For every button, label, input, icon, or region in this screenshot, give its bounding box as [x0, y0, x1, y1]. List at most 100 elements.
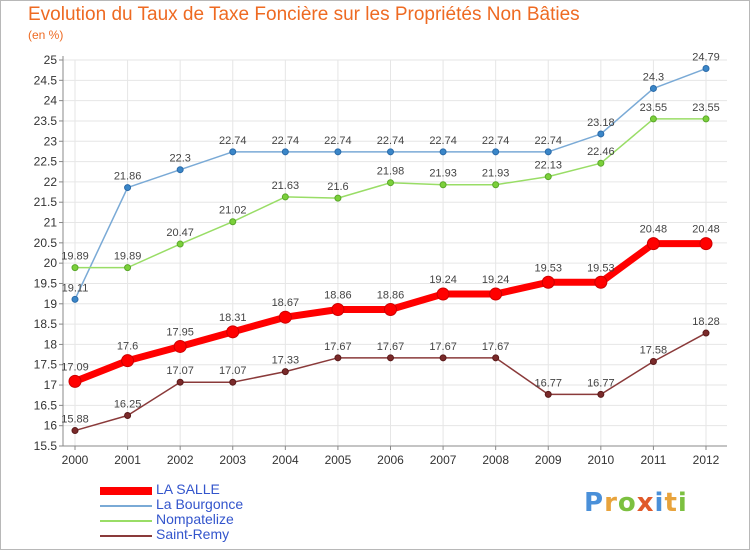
data-label-nompatelize: 21.6 — [327, 181, 348, 193]
legend-label-la-salle: LA SALLE — [156, 481, 220, 497]
proxiti-logo: Proxiti — [584, 488, 688, 518]
x-tick-label: 2007 — [430, 453, 457, 467]
logo-letter: t — [664, 488, 678, 518]
y-tick-label: 23.5 — [34, 114, 58, 128]
data-label-nompatelize: 21.63 — [272, 180, 300, 192]
y-tick-label: 18 — [44, 337, 58, 351]
y-tick-label: 22.5 — [34, 155, 58, 169]
data-label-nompatelize: 19.89 — [114, 251, 142, 263]
data-label-nompatelize: 21.93 — [429, 168, 457, 180]
unit-label: (en %) — [28, 28, 64, 42]
y-tick-label: 20.5 — [34, 236, 58, 250]
data-point-nompatelize — [439, 181, 447, 189]
legend-label-nompatelize: Nompatelize — [156, 511, 234, 527]
data-point-la-bourgonce — [649, 84, 657, 92]
data-label-nompatelize: 21.02 — [219, 205, 247, 217]
x-tick-label: 2000 — [62, 453, 89, 467]
x-tick-label: 2011 — [641, 453, 667, 467]
data-label-la-bourgonce: 22.3 — [169, 153, 190, 165]
logo-letter: i — [677, 488, 688, 518]
data-label-la-bourgonce: 22.74 — [482, 135, 510, 147]
data-label-la-bourgonce: 22.74 — [272, 135, 300, 147]
y-tick-label: 18.5 — [34, 317, 58, 331]
data-point-saint-remy — [439, 354, 447, 362]
x-tick-label: 2004 — [272, 453, 299, 467]
data-point-la-salle — [436, 287, 450, 301]
data-label-la-salle: 19.53 — [534, 262, 562, 274]
data-point-la-bourgonce — [334, 148, 342, 156]
data-label-saint-remy: 17.07 — [219, 365, 247, 377]
data-point-la-bourgonce — [229, 148, 237, 156]
data-label-saint-remy: 16.77 — [587, 377, 615, 389]
logo-letter: x — [636, 488, 655, 518]
data-point-la-bourgonce — [492, 148, 500, 156]
data-point-la-bourgonce — [544, 148, 552, 156]
data-point-la-bourgonce — [176, 166, 184, 174]
data-label-la-salle: 17.6 — [117, 341, 138, 353]
data-label-la-salle: 17.95 — [166, 326, 194, 338]
data-point-la-salle — [278, 310, 292, 324]
y-tick-label: 19.5 — [34, 276, 58, 290]
data-point-la-bourgonce — [124, 184, 132, 192]
data-point-nompatelize — [544, 173, 552, 181]
data-label-la-bourgonce: 19.11 — [62, 282, 89, 294]
data-point-la-salle — [173, 339, 187, 353]
data-labels: 17.09 17.6 17.95 18.31 18.67 18.86 18.86 19.24 1… — [61, 52, 720, 426]
data-label-la-bourgonce: 22.74 — [219, 135, 247, 147]
legend-label-saint-remy: Saint-Remy — [156, 526, 230, 542]
data-point-la-salle — [384, 302, 397, 316]
logo-letter: i — [654, 488, 665, 518]
data-label-la-bourgonce: 21.86 — [114, 171, 142, 183]
y-tick-label: 16 — [44, 419, 58, 433]
y-tick-label: 17.5 — [34, 358, 58, 372]
legend-swatch-la-salle — [100, 487, 152, 495]
data-label-saint-remy: 17.67 — [429, 341, 457, 353]
data-label-saint-remy: 17.58 — [640, 344, 668, 356]
x-tick-label: 2006 — [377, 453, 404, 467]
grid-lines — [63, 59, 727, 447]
data-label-la-bourgonce: 24.3 — [643, 71, 664, 83]
data-point-la-bourgonce — [387, 148, 394, 156]
data-label-la-salle: 19.53 — [587, 262, 615, 274]
y-tick-label: 24 — [44, 94, 58, 108]
data-point-saint-remy — [334, 354, 342, 362]
legend-swatch-la-bourgonce — [100, 505, 152, 507]
data-label-la-bourgonce: 22.74 — [324, 135, 352, 147]
data-point-saint-remy — [544, 390, 552, 398]
data-point-nompatelize — [281, 193, 289, 201]
data-point-saint-remy — [281, 368, 289, 376]
data-point-saint-remy — [124, 412, 132, 420]
data-label-la-bourgonce: 24.79 — [692, 52, 720, 64]
data-point-nompatelize — [387, 179, 394, 187]
data-point-nompatelize — [702, 115, 710, 123]
data-point-la-salle — [699, 237, 713, 251]
x-tick-label: 2002 — [167, 453, 194, 467]
data-point-la-bourgonce — [597, 130, 605, 138]
data-label-saint-remy: 17.67 — [377, 341, 405, 353]
data-label-saint-remy: 17.07 — [166, 365, 194, 377]
legend-swatch-nompatelize — [100, 520, 152, 522]
data-label-nompatelize: 21.98 — [377, 166, 405, 178]
x-tick-label: 2009 — [535, 453, 562, 467]
axes: 15.5 16 16.5 17 17.5 18 18.5 19 19.5 20 20.5 21 21.5… — [34, 53, 727, 467]
data-point-saint-remy — [71, 427, 79, 435]
x-tick-label: 2008 — [482, 453, 509, 467]
data-label-nompatelize: 23.55 — [692, 102, 720, 114]
data-label-la-salle: 20.48 — [692, 224, 720, 236]
data-label-saint-remy: 17.33 — [272, 355, 300, 367]
y-tick-label: 15.5 — [34, 439, 58, 453]
data-label-saint-remy: 17.67 — [324, 341, 352, 353]
data-point-la-salle — [489, 287, 503, 301]
data-label-saint-remy: 16.25 — [114, 399, 142, 411]
data-point-saint-remy — [176, 378, 184, 386]
data-point-nompatelize — [229, 218, 237, 226]
logo-letter: P — [584, 488, 605, 518]
data-point-nompatelize — [124, 264, 132, 272]
y-tick-label: 19 — [44, 297, 58, 311]
y-tick-label: 21.5 — [34, 195, 58, 209]
data-point-saint-remy — [492, 354, 500, 362]
data-point-la-bourgonce — [439, 148, 447, 156]
logo-letter: r — [604, 488, 618, 518]
data-point-nompatelize — [492, 181, 500, 189]
